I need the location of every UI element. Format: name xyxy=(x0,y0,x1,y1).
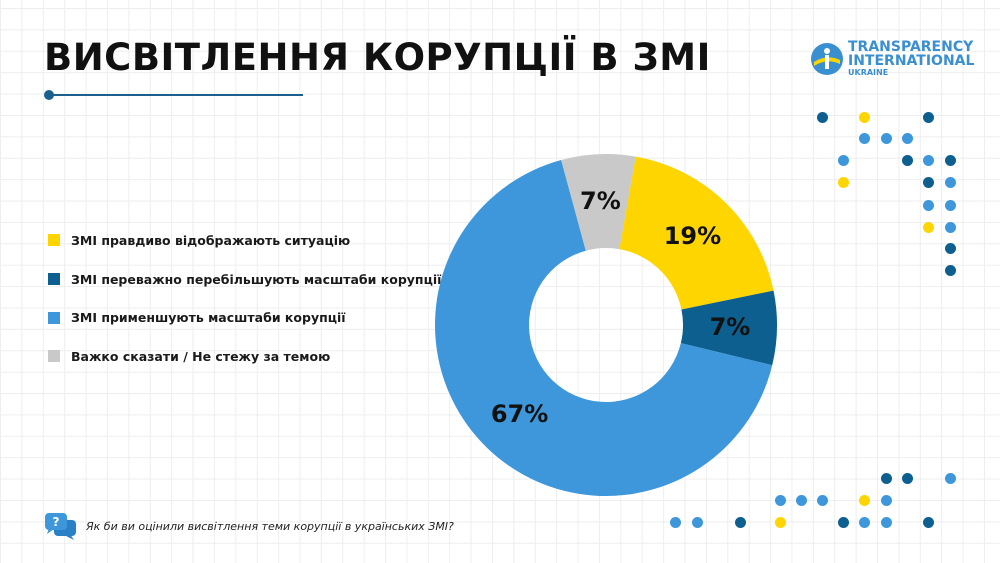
legend-label: ЗМІ переважно перебільшують масштаби кор… xyxy=(71,271,442,287)
title-underline xyxy=(48,94,303,96)
decorative-dot xyxy=(858,111,870,123)
decorative-dot xyxy=(922,516,934,528)
slice-value-label: 19% xyxy=(664,222,721,250)
decorative-dot xyxy=(816,111,828,123)
decorative-dot xyxy=(858,132,870,144)
decorative-dot xyxy=(837,516,849,528)
logo: TRANSPARENCY INTERNATIONAL UKRAINE xyxy=(810,40,974,78)
legend-swatch xyxy=(48,273,60,286)
legend-item: Важко сказати / Не стежу за темою xyxy=(48,332,441,381)
decorative-dot xyxy=(774,516,786,528)
question-footer: ? Як би ви оцінили висвітлення теми кору… xyxy=(44,512,454,540)
logo-line1: TRANSPARENCY xyxy=(848,39,974,55)
decorative-dot xyxy=(944,221,956,233)
legend-swatch xyxy=(48,311,60,324)
legend-label: ЗМІ правдиво відображають ситуацію xyxy=(71,232,351,248)
decorative-dot xyxy=(922,154,934,166)
logo-globe-icon xyxy=(811,43,843,75)
legend-item: ЗМІ применшують масштаби корупції xyxy=(48,293,441,342)
decorative-dot xyxy=(922,176,934,188)
donut-slice xyxy=(435,159,773,497)
legend-label: Важко сказати / Не стежу за темою xyxy=(71,348,331,364)
decorative-dot xyxy=(816,494,828,506)
title-underline-dot xyxy=(44,90,54,100)
svg-text:?: ? xyxy=(53,515,60,529)
decorative-dot xyxy=(837,154,849,166)
decorative-dot xyxy=(944,199,956,211)
decorative-dot xyxy=(944,264,956,276)
decorative-dot xyxy=(858,494,870,506)
legend-swatch xyxy=(48,234,60,247)
legend-label: ЗМІ применшують масштаби корупції xyxy=(71,310,346,326)
slice-value-label: 67% xyxy=(491,400,548,428)
logo-line3: UKRAINE xyxy=(848,68,889,77)
chart-legend: ЗМІ правдиво відображають ситуацію ЗМІ п… xyxy=(48,226,441,381)
donut-slice xyxy=(680,290,778,366)
decorative-dot xyxy=(901,154,913,166)
legend-item: ЗМІ правдиво відображають ситуацію xyxy=(48,216,441,265)
decorative-dot xyxy=(944,154,956,166)
decorative-dot xyxy=(880,472,892,484)
decorative-dot xyxy=(901,132,913,144)
chat-question-icon: ? xyxy=(45,513,76,540)
decorative-dot xyxy=(944,176,956,188)
decorative-dot xyxy=(837,176,849,188)
page-title: ВИСВІТЛЕННЯ КОРУПЦІЇ В ЗМІ xyxy=(44,36,711,79)
decorative-dot xyxy=(669,516,681,528)
decorative-dot xyxy=(880,516,892,528)
decorative-dot xyxy=(734,516,746,528)
decorative-dot xyxy=(944,242,956,254)
decorative-dot xyxy=(922,111,934,123)
decorative-dot xyxy=(880,494,892,506)
decorative-dot xyxy=(858,516,870,528)
legend-item: ЗМІ переважно перебільшують масштаби кор… xyxy=(48,255,441,304)
donut-slice xyxy=(619,156,774,310)
decorative-dot xyxy=(774,494,786,506)
decorative-dot xyxy=(691,516,703,528)
donut-slice xyxy=(561,154,636,251)
decorative-dot xyxy=(922,221,934,233)
decorative-dot xyxy=(922,199,934,211)
decorative-dot xyxy=(880,132,892,144)
slice-value-label: 7% xyxy=(580,187,621,215)
question-text: Як би ви оцінили висвітлення теми корупц… xyxy=(86,519,454,533)
logo-line2: INTERNATIONAL xyxy=(848,53,975,69)
legend-swatch xyxy=(48,350,60,363)
decorative-dot xyxy=(795,494,807,506)
decorative-dot xyxy=(944,472,956,484)
decorative-dot xyxy=(901,472,913,484)
slice-value-label: 7% xyxy=(710,313,751,341)
